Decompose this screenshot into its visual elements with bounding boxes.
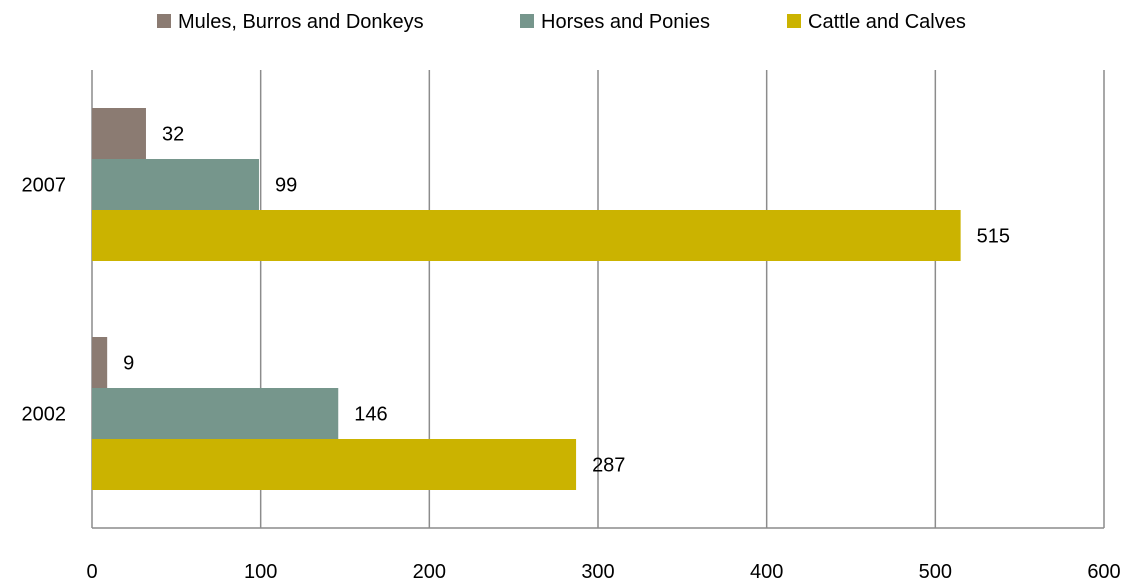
data-label: 146 xyxy=(354,404,387,426)
bar-2002-series-2 xyxy=(92,439,577,490)
bar-2007-series-2 xyxy=(92,210,961,261)
bars xyxy=(92,108,961,490)
data-label: 515 xyxy=(977,226,1010,248)
legend-swatch xyxy=(787,14,801,28)
x-tick-label: 500 xyxy=(919,561,952,583)
legend-label: Horses and Ponies xyxy=(541,11,710,33)
bar-2002-series-0 xyxy=(92,337,108,388)
x-tick-label: 600 xyxy=(1087,561,1120,583)
x-tick-label: 400 xyxy=(750,561,783,583)
data-labels: 9 146 287 32 99 515 xyxy=(123,124,1010,477)
data-label: 99 xyxy=(275,175,297,197)
legend-label: Cattle and Calves xyxy=(808,11,966,33)
bar-2002-series-1 xyxy=(92,388,339,439)
data-label: 287 xyxy=(592,455,625,477)
data-label: 9 xyxy=(123,353,134,375)
tick-labels: 0 100 200 300 400 500 600 2002 2007 xyxy=(22,175,1121,584)
data-label: 32 xyxy=(162,124,184,146)
y-category-label: 2002 xyxy=(22,404,67,426)
x-tick-label: 100 xyxy=(244,561,277,583)
y-category-label: 2007 xyxy=(22,175,67,197)
x-tick-label: 200 xyxy=(413,561,446,583)
legend-label: Mules, Burros and Donkeys xyxy=(178,11,424,33)
legend: Mules, Burros and Donkeys Horses and Poni… xyxy=(157,11,966,33)
x-tick-label: 0 xyxy=(86,561,97,583)
legend-swatch xyxy=(520,14,534,28)
bar-2007-series-1 xyxy=(92,159,259,210)
legend-swatch xyxy=(157,14,171,28)
x-tick-label: 300 xyxy=(581,561,614,583)
bar-2007-series-0 xyxy=(92,108,146,159)
